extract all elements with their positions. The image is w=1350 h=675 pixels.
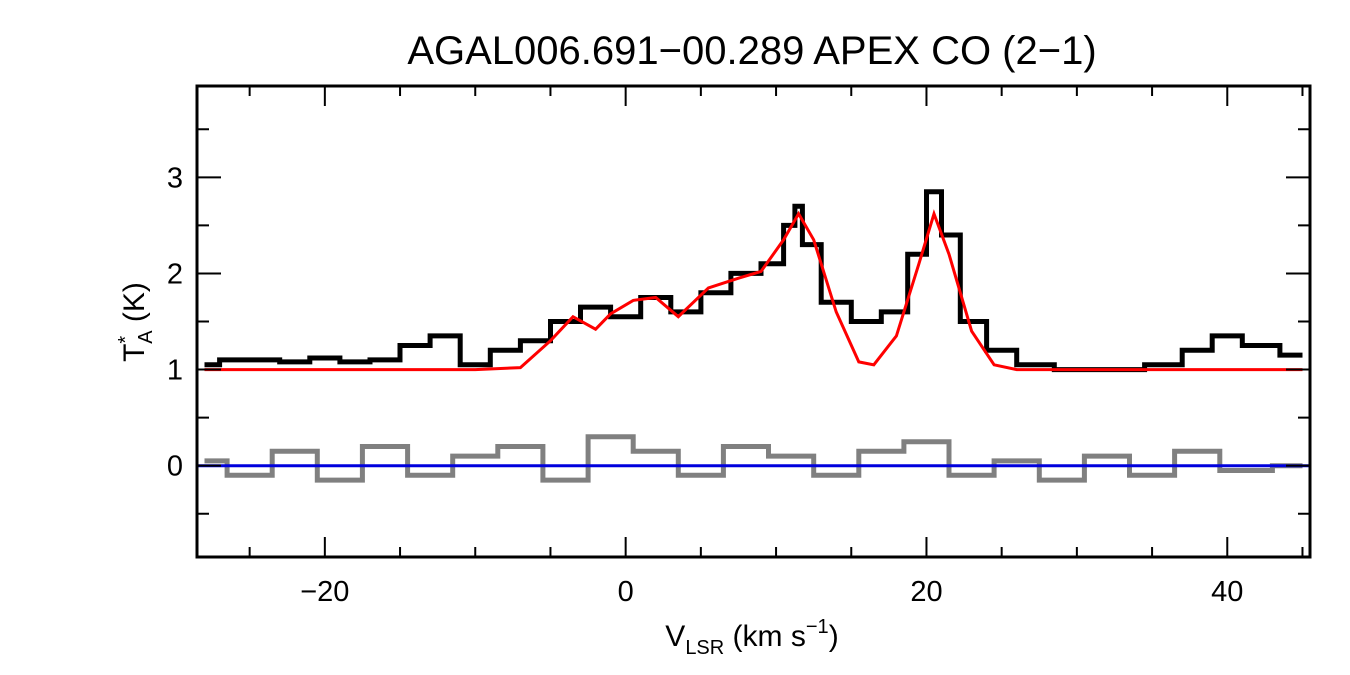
y-tick-label: 1 bbox=[167, 355, 183, 387]
plot-frame bbox=[195, 84, 1312, 559]
y-label-sub: A bbox=[135, 330, 157, 344]
y-tick-label: 3 bbox=[167, 162, 183, 194]
x-label-close: ) bbox=[829, 620, 839, 653]
x-tick-label: −20 bbox=[300, 576, 349, 608]
axis-ticks: −20 0 20 40 0 1 2 3 bbox=[167, 86, 1310, 608]
x-label-unit: (km s bbox=[724, 620, 806, 653]
y-label-main: T bbox=[118, 344, 151, 362]
series-residual bbox=[204, 434, 1303, 483]
y-label-unit: (K) bbox=[118, 282, 151, 330]
y-tick-label: 0 bbox=[167, 451, 183, 483]
series-observed-spectrum bbox=[204, 189, 1303, 373]
x-label-main: V bbox=[665, 620, 685, 653]
y-label-sup: * bbox=[115, 336, 137, 344]
y-axis-label: T*A (K) bbox=[115, 282, 157, 362]
chart-title: AGAL006.691−00.289 APEX CO (2−1) bbox=[407, 29, 1096, 73]
x-tick-label: 20 bbox=[910, 576, 942, 608]
x-label-exponent: −1 bbox=[806, 616, 829, 638]
x-axis-label: VLSR (km s−1) bbox=[665, 616, 838, 659]
x-tick-label: 40 bbox=[1211, 576, 1243, 608]
y-tick-label: 2 bbox=[167, 258, 183, 290]
series-gaussian-fit bbox=[204, 209, 1303, 372]
x-label-sub: LSR bbox=[685, 637, 724, 659]
x-tick-label: 0 bbox=[618, 576, 634, 608]
plot-area bbox=[197, 189, 1310, 483]
